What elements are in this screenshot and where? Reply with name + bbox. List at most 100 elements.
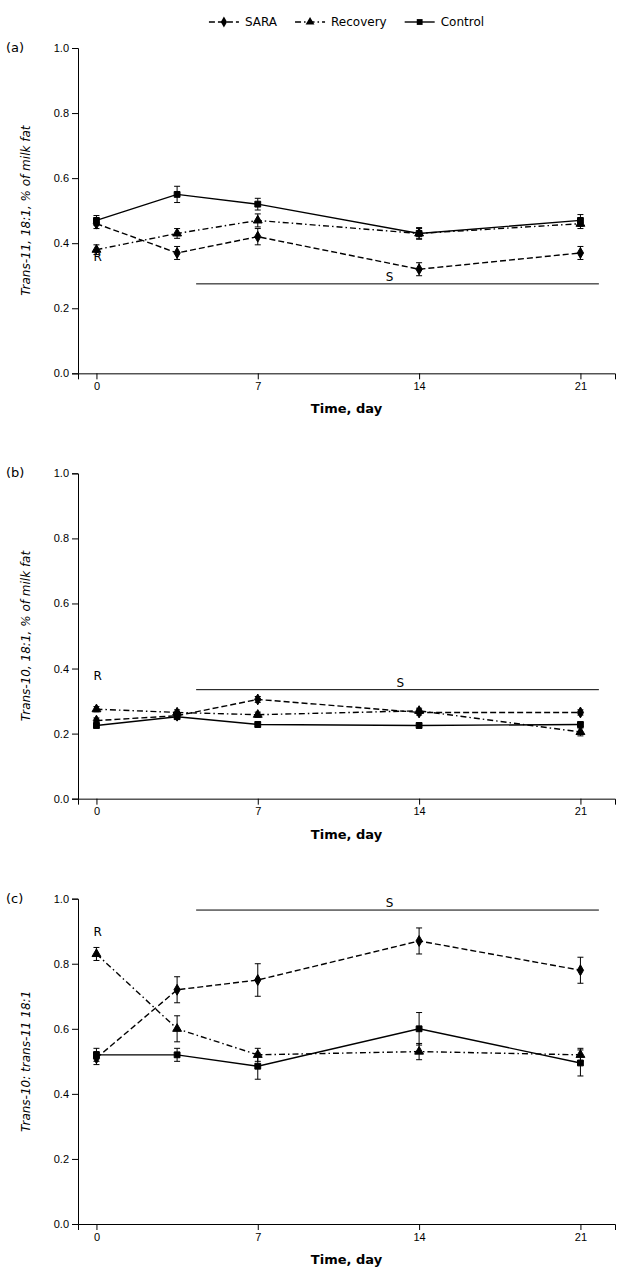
x-tick-label: 0	[94, 805, 100, 817]
legend-label: Control	[441, 15, 484, 29]
plot-area	[92, 186, 599, 284]
x-tick-label: 0	[94, 1231, 100, 1243]
y-axis-title: Trans-10: trans-11 18:1	[19, 991, 33, 1132]
marker	[416, 936, 422, 947]
x-tick-mark	[96, 373, 97, 379]
y-tick-label: 0.2	[54, 728, 69, 740]
series-line	[96, 954, 580, 1055]
y-tick-label: 0.4	[54, 1088, 69, 1100]
error-bar	[416, 263, 422, 276]
y-tick-mark	[72, 1159, 78, 1160]
marker	[174, 248, 180, 259]
x-tick: 0	[94, 799, 100, 818]
marker	[576, 1050, 585, 1058]
legend: SARARecoveryControl	[209, 15, 484, 29]
x-tick-mark	[96, 1224, 97, 1230]
x-axis-line	[79, 374, 616, 380]
y-tick-mark	[72, 243, 78, 244]
y-tick: 1.0	[54, 42, 78, 54]
y-tick-mark	[72, 734, 78, 735]
legend-item: SARA	[209, 15, 278, 29]
error-bar	[93, 219, 99, 229]
series	[92, 947, 585, 1061]
y-tick-mark	[72, 964, 78, 965]
marker	[577, 248, 583, 259]
x-tick: 21	[575, 799, 587, 818]
y-tick: 0.0	[54, 793, 78, 805]
error-bar	[174, 246, 180, 259]
y-tick-mark	[72, 113, 78, 114]
x-axis: 071421	[79, 1224, 616, 1243]
series-line	[96, 941, 580, 1058]
x-tick: 0	[94, 1224, 100, 1243]
x-axis-title: Time, day	[311, 1252, 383, 1267]
y-tick-mark	[72, 538, 78, 539]
y-tick-label: 0.6	[54, 1023, 69, 1035]
x-tick-mark	[419, 1224, 420, 1230]
x-tick-mark	[580, 799, 581, 805]
y-tick: 0.6	[54, 1023, 78, 1035]
marker	[255, 201, 261, 207]
error-bar	[174, 1048, 180, 1061]
panel: 0714210.00.20.40.60.81.0Time, dayTrans-1…	[6, 891, 616, 1267]
y-tick: 0.0	[54, 367, 78, 379]
legend-item: Control	[405, 15, 484, 29]
marker	[253, 710, 262, 718]
marker	[93, 715, 99, 726]
y-tick-mark	[72, 178, 78, 179]
y-tick-label: 0.6	[54, 172, 69, 184]
panel-label: (a)	[6, 40, 24, 55]
marker	[255, 231, 261, 242]
x-tick-label: 14	[413, 380, 425, 392]
series	[93, 186, 583, 239]
error-bar	[577, 246, 583, 259]
series	[93, 218, 583, 275]
x-tick-label: 7	[255, 380, 261, 392]
x-axis-title: Time, day	[311, 401, 383, 416]
error-bar	[577, 957, 583, 983]
series	[93, 714, 583, 729]
series	[93, 1013, 583, 1080]
series	[92, 704, 585, 736]
x-tick-mark	[258, 1224, 259, 1230]
y-axis-title: Trans-11, 18:1, % of milk fat	[19, 124, 33, 296]
marker	[174, 984, 180, 995]
error-bar	[255, 722, 261, 727]
marker	[173, 1024, 182, 1032]
x-tick-mark	[258, 799, 259, 805]
y-tick-label: 1.0	[54, 467, 69, 479]
marker	[577, 965, 583, 976]
x-tick-label: 14	[413, 1231, 425, 1243]
y-tick: 1.0	[54, 893, 78, 905]
marker	[577, 707, 583, 718]
series	[93, 928, 583, 1065]
x-axis-title: Time, day	[311, 827, 383, 842]
y-tick: 0.2	[54, 302, 78, 314]
y-tick-mark	[72, 899, 78, 900]
legend-swatch-marker	[306, 17, 315, 25]
y-tick: 0.2	[54, 728, 78, 740]
error-bar	[255, 229, 261, 245]
x-tick-mark	[419, 373, 420, 379]
marker	[255, 722, 261, 728]
error-bar	[416, 1013, 422, 1046]
series-line	[96, 1029, 580, 1066]
error-bar	[416, 723, 422, 728]
error-bar	[255, 198, 261, 210]
y-tick: 0.6	[54, 597, 78, 609]
annotation: R	[93, 250, 101, 264]
y-tick-mark	[72, 603, 78, 604]
annotation: S	[396, 676, 404, 690]
y-tick-mark	[72, 308, 78, 309]
y-tick-label: 0.0	[54, 367, 69, 379]
marker	[415, 228, 424, 236]
x-tick: 0	[94, 373, 100, 392]
y-tick-mark	[72, 48, 78, 49]
error-bar	[174, 186, 180, 202]
y-tick-mark	[72, 373, 78, 374]
error-bar	[174, 977, 180, 1003]
panel: 0714210.00.20.40.60.81.0Time, dayTrans-1…	[6, 465, 616, 841]
x-tick: 14	[413, 1224, 425, 1243]
x-tick-label: 7	[255, 1231, 261, 1243]
marker	[174, 1052, 180, 1058]
